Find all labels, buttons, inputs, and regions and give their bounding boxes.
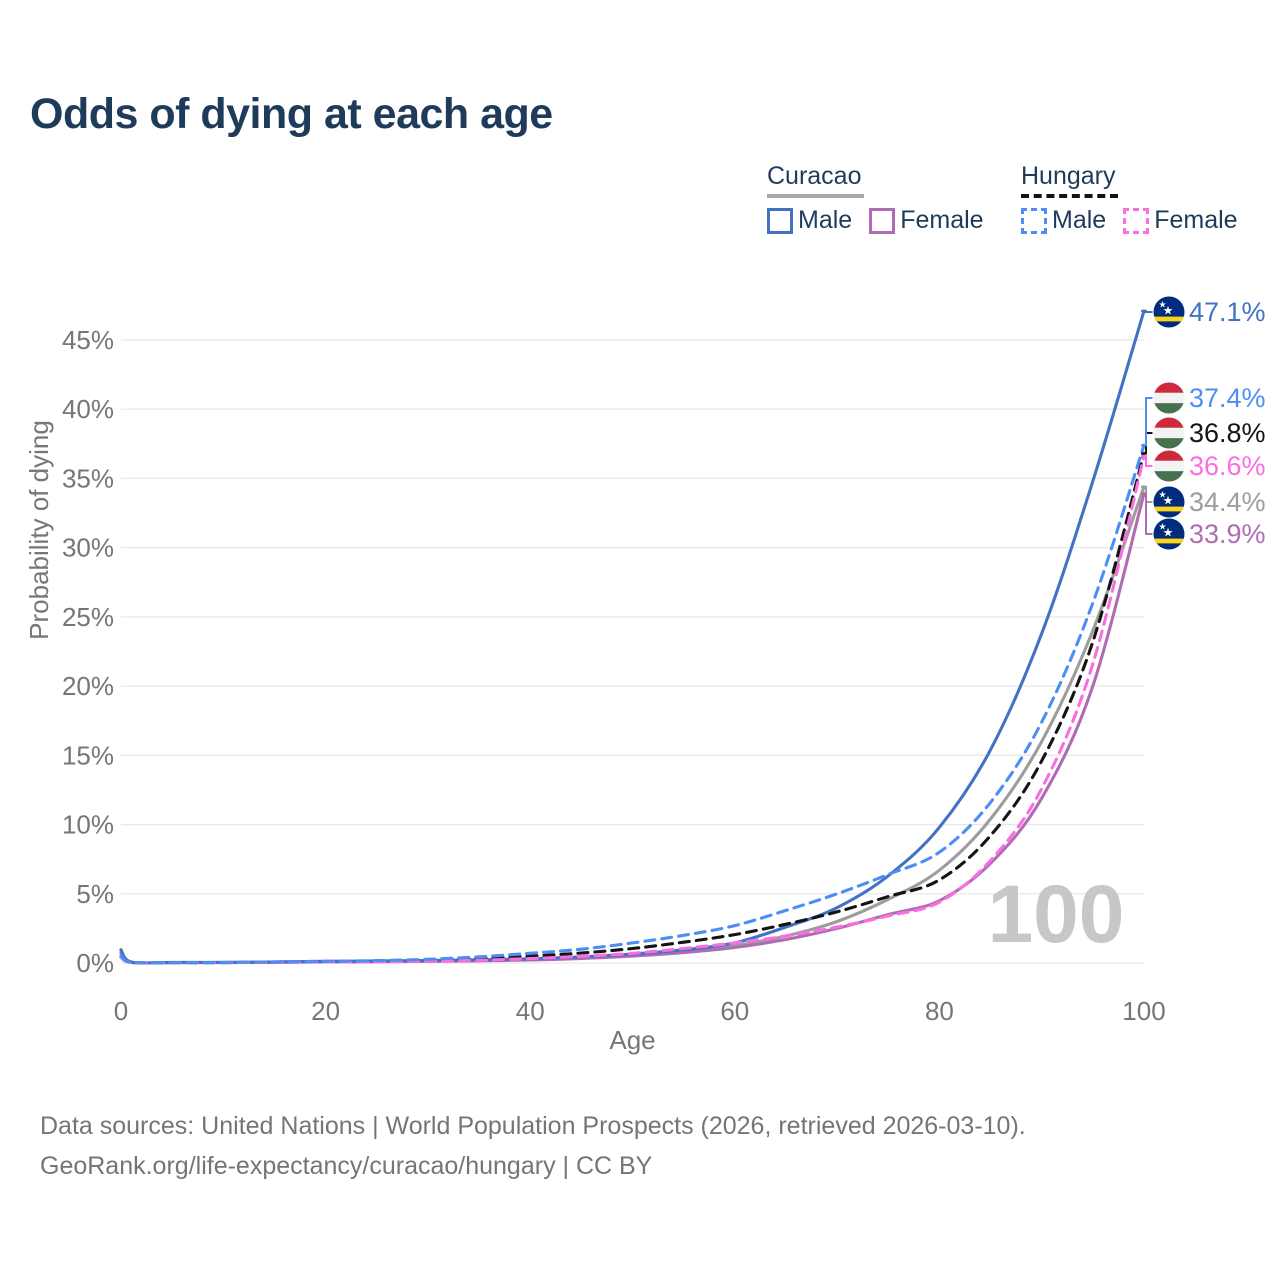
flag-star-small: ★ xyxy=(1158,299,1166,309)
end-label-value-hu_female: 36.6% xyxy=(1189,451,1266,481)
flag-star-small: ★ xyxy=(1158,489,1166,499)
page-title: Odds of dying at each age xyxy=(30,90,553,138)
curacao-female-swatch-icon xyxy=(869,207,896,234)
footer-data-sources: Data sources: United Nations | World Pop… xyxy=(40,1112,1026,1140)
legend-item-hungary-male[interactable]: Male xyxy=(1021,206,1106,235)
curacao-flag-icon: ★★ xyxy=(1153,296,1185,328)
flag-band-green xyxy=(1153,471,1185,482)
end-label-value-hu_total: 36.8% xyxy=(1189,418,1266,448)
legend-label-curacao-male: Male xyxy=(798,206,853,234)
flag-star-large: ★ xyxy=(1163,304,1174,318)
hovered-age-watermark: 100 xyxy=(988,869,1125,960)
flag-band-green xyxy=(1153,438,1185,449)
flag-star-large: ★ xyxy=(1163,526,1174,540)
flag-band-white xyxy=(1153,392,1185,404)
legend-country-hungary[interactable]: Hungary xyxy=(1021,162,1118,198)
end-label-hu_female: 36.6% xyxy=(1153,450,1266,482)
curacao-flag-icon: ★★ xyxy=(1153,518,1185,550)
end-label-value-hu_male: 37.4% xyxy=(1189,383,1266,413)
y-tick-label: 5% xyxy=(76,879,114,909)
y-tick-label: 35% xyxy=(62,463,114,493)
y-tick-label: 20% xyxy=(62,671,114,701)
hungary-flag-icon xyxy=(1153,382,1185,414)
series-line-hu_male[interactable] xyxy=(119,443,1146,965)
legend-item-curacao-female[interactable]: Female xyxy=(869,206,984,235)
legend-group-hungary: Hungary Male Female xyxy=(1021,162,1238,235)
y-tick-label: 15% xyxy=(62,740,114,770)
flag-band-white xyxy=(1153,427,1185,439)
x-tick-label: 60 xyxy=(720,996,749,1026)
end-label-hu_total: 36.8% xyxy=(1153,417,1266,449)
hungary-flag-icon xyxy=(1153,417,1185,449)
label-connector-hu_male xyxy=(1141,397,1153,447)
flag-star-small: ★ xyxy=(1158,521,1166,531)
x-tick-label: 80 xyxy=(925,996,954,1026)
x-axis-title: Age xyxy=(609,1025,655,1055)
y-tick-label: 40% xyxy=(62,394,114,424)
end-label-cw_female: ★★ 33.9% xyxy=(1153,518,1266,550)
curacao-flag-icon: ★★ xyxy=(1153,486,1185,518)
flag-star-large: ★ xyxy=(1163,494,1174,508)
label-connector-cw_female xyxy=(1141,492,1153,535)
flag-field xyxy=(1153,518,1185,550)
x-tick-label: 40 xyxy=(516,996,545,1026)
x-tick-label: 100 xyxy=(1122,996,1165,1026)
y-tick-label: 25% xyxy=(62,602,114,632)
hungary-flag-icon xyxy=(1153,450,1185,482)
x-tick-label: 0 xyxy=(114,996,128,1026)
legend-item-curacao-male[interactable]: Male xyxy=(767,206,852,235)
curacao-male-swatch-icon xyxy=(767,207,793,234)
flag-band-red xyxy=(1153,417,1185,428)
flag-band-red xyxy=(1153,450,1185,461)
end-label-cw_total: ★★ 34.4% xyxy=(1153,486,1266,518)
end-label-cw_male: ★★ 47.1% xyxy=(1153,296,1266,328)
legend-label-hungary-female: Female xyxy=(1154,206,1238,234)
hungary-male-swatch-icon xyxy=(1021,207,1047,234)
legend-label-curacao-female: Female xyxy=(900,206,984,234)
end-label-value-cw_female: 33.9% xyxy=(1189,519,1266,549)
label-connector-hu_female xyxy=(1141,455,1153,467)
flag-stripe xyxy=(1153,316,1185,322)
legend-label-hungary-male: Male xyxy=(1052,206,1107,234)
footer: Data sources: United Nations | World Pop… xyxy=(40,1106,1026,1186)
flag-stripe xyxy=(1153,506,1185,512)
footer-attribution: GeoRank.org/life-expectancy/curacao/hung… xyxy=(40,1152,653,1180)
flag-stripe xyxy=(1153,538,1185,544)
flag-field xyxy=(1153,486,1185,518)
hungary-female-swatch-icon xyxy=(1123,207,1150,234)
legend-item-hungary-female[interactable]: Female xyxy=(1123,206,1238,235)
flag-band-red xyxy=(1153,382,1185,393)
y-tick-label: 10% xyxy=(62,810,114,840)
y-tick-label: 30% xyxy=(62,533,114,563)
y-tick-label: 0% xyxy=(76,948,114,978)
y-axis-title: Probability of dying xyxy=(24,420,54,640)
y-tick-label: 45% xyxy=(62,325,114,355)
legend-country-curacao[interactable]: Curacao xyxy=(767,162,864,198)
x-tick-label: 20 xyxy=(311,996,340,1026)
flag-field xyxy=(1153,296,1185,328)
label-connector-cw_male xyxy=(1141,309,1153,313)
end-label-hu_male: 37.4% xyxy=(1153,382,1266,414)
flag-band-white xyxy=(1153,460,1185,472)
end-label-value-cw_male: 47.1% xyxy=(1189,297,1266,327)
end-label-value-cw_total: 34.4% xyxy=(1189,487,1266,517)
flag-band-green xyxy=(1153,403,1185,414)
legend-group-curacao: Curacao Male Female xyxy=(767,162,984,235)
